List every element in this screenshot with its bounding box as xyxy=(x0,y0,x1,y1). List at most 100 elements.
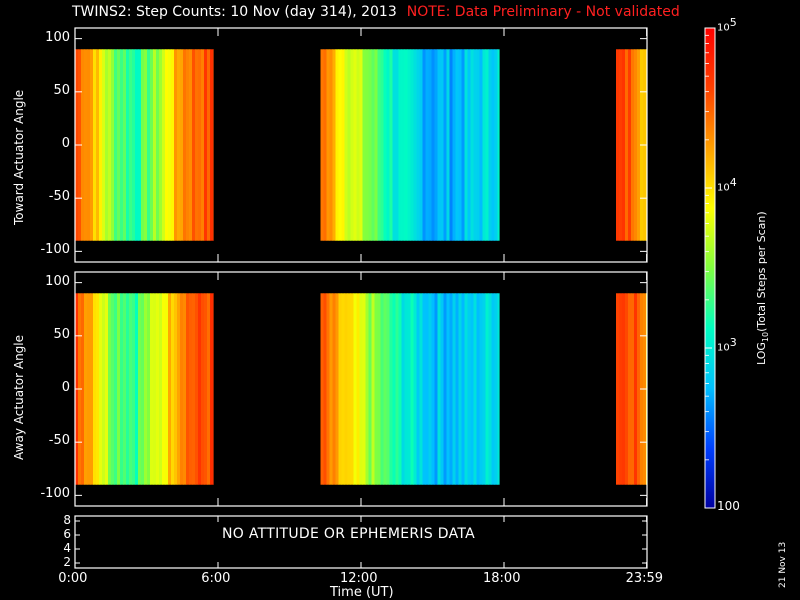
heatmap-column xyxy=(401,293,405,485)
heatmap-column xyxy=(186,49,190,241)
heatmap-column xyxy=(434,293,438,485)
heatmap-column xyxy=(365,49,369,241)
heatmap-column xyxy=(389,293,393,485)
status-panel xyxy=(74,515,648,569)
heatmap-column xyxy=(470,49,474,241)
heatmap-panel-toward xyxy=(74,27,648,263)
heatmap-column xyxy=(422,49,426,241)
heatmap-column xyxy=(165,293,169,485)
heatmap-column xyxy=(455,49,459,241)
heatmap-column xyxy=(482,293,486,485)
heatmap-column xyxy=(359,49,363,241)
heatmap-column xyxy=(374,49,378,241)
heatmap-column xyxy=(455,293,459,485)
heatmap-column xyxy=(389,49,393,241)
heatmap-column xyxy=(171,49,175,241)
heatmap-column xyxy=(395,293,399,485)
heatmap-column xyxy=(132,49,136,241)
heatmap-column xyxy=(111,49,115,241)
heatmap-column xyxy=(619,293,623,485)
heatmap-column xyxy=(419,293,423,485)
heatmap-column xyxy=(431,49,435,241)
heatmap-column xyxy=(437,49,441,241)
heatmap-column xyxy=(362,293,366,485)
colorbar xyxy=(704,27,716,509)
heatmap-column xyxy=(81,293,85,485)
status-y-tick-label: 6 xyxy=(63,527,71,541)
heatmap-column xyxy=(413,49,417,241)
status-y-tick-label: 4 xyxy=(63,541,71,555)
heatmap-column xyxy=(377,49,381,241)
heatmap-column xyxy=(365,293,369,485)
heatmap-column xyxy=(446,293,450,485)
no-data-message: NO ATTITUDE OR EPHEMERIS DATA xyxy=(222,526,476,542)
heatmap-column xyxy=(395,49,399,241)
heatmap-column xyxy=(494,293,498,485)
y-tick-label: 0 xyxy=(61,136,70,151)
heatmap-column xyxy=(87,49,91,241)
heatmap-column xyxy=(192,49,196,241)
heatmap-column xyxy=(326,293,330,485)
heatmap-column xyxy=(201,49,205,241)
heatmap-column xyxy=(374,293,378,485)
heatmap-panel-away xyxy=(74,271,648,507)
heatmap-column xyxy=(631,49,635,241)
heatmap-column xyxy=(159,293,163,485)
heatmap-column xyxy=(99,293,103,485)
heatmap-column xyxy=(207,293,211,485)
heatmap-column xyxy=(186,293,190,485)
heatmap-column xyxy=(628,293,632,485)
y-tick-label: 100 xyxy=(45,273,70,289)
y-tick-label: -50 xyxy=(48,433,70,449)
heatmap-column xyxy=(383,293,387,485)
heatmap-column xyxy=(446,49,450,241)
heatmap-column xyxy=(497,49,500,241)
heatmap-column xyxy=(150,49,154,241)
heatmap-column xyxy=(422,293,426,485)
x-tick-label: 12:00 xyxy=(340,571,378,586)
heatmap-column xyxy=(443,49,447,241)
heatmap-column xyxy=(443,293,447,485)
heatmap-column xyxy=(464,49,468,241)
heatmap-column xyxy=(138,49,142,241)
heatmap-column xyxy=(416,49,420,241)
data-segment xyxy=(320,293,500,485)
heatmap-column xyxy=(485,49,489,241)
colorbar-tick-label: 105 xyxy=(717,16,737,34)
y-tick-label: -100 xyxy=(40,242,70,258)
heatmap-column xyxy=(323,293,327,485)
heatmap-column xyxy=(156,293,160,485)
heatmap-column xyxy=(338,49,342,241)
heatmap-column xyxy=(634,293,638,485)
status-y-tick-label: 8 xyxy=(63,513,71,527)
title-main: TWINS2: Step Counts: 10 Nov (day 314), 2… xyxy=(72,4,397,20)
heatmap-column xyxy=(213,49,214,241)
heatmap-column xyxy=(434,49,438,241)
heatmap-column xyxy=(622,49,626,241)
heatmap-column xyxy=(392,293,396,485)
heatmap-column xyxy=(99,49,103,241)
heatmap-column xyxy=(401,49,405,241)
heatmap-column xyxy=(431,293,435,485)
heatmap-column xyxy=(458,293,462,485)
heatmap-column xyxy=(440,49,444,241)
heatmap-column xyxy=(210,49,214,241)
heatmap-column xyxy=(138,293,142,485)
heatmap-column xyxy=(144,293,148,485)
heatmap-column xyxy=(491,293,495,485)
heatmap-column xyxy=(105,49,109,241)
heatmap-column xyxy=(494,49,498,241)
heatmap-column xyxy=(631,293,635,485)
heatmap-column xyxy=(491,49,495,241)
heatmap-column xyxy=(619,49,623,241)
heatmap-column xyxy=(93,49,97,241)
heatmap-column xyxy=(147,49,151,241)
heatmap-column xyxy=(437,293,441,485)
heatmap-column xyxy=(174,49,178,241)
heatmap-column xyxy=(386,49,390,241)
heatmap-column xyxy=(470,293,474,485)
x-axis-label: Time (UT) xyxy=(330,585,394,600)
chart-title: TWINS2: Step Counts: 10 Nov (day 314), 2… xyxy=(72,4,680,20)
heatmap-column xyxy=(428,49,432,241)
heatmap-column xyxy=(183,49,187,241)
